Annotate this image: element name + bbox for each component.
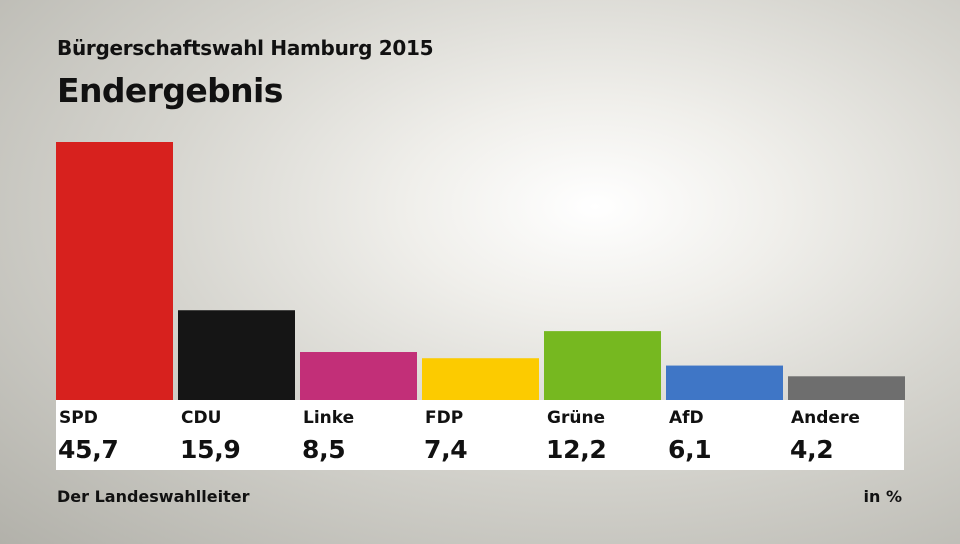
unit-label: in % <box>863 487 902 506</box>
chart-supertitle: Bürgerschaftswahl Hamburg 2015 <box>57 36 434 60</box>
category-cell-fdp: FDP 7,4 <box>422 400 540 470</box>
category-cell-spd: SPD 45,7 <box>56 400 174 470</box>
category-cell-andere: Andere 4,2 <box>788 400 906 470</box>
bar-gruene <box>544 331 661 400</box>
category-label: AfD <box>669 408 704 428</box>
bar-fdp <box>422 358 539 400</box>
value-label: 6,1 <box>668 435 712 464</box>
value-label: 45,7 <box>58 435 119 464</box>
bar-cdu <box>178 310 295 400</box>
category-label: SPD <box>59 408 98 428</box>
bar-afd <box>666 365 783 400</box>
value-label: 7,4 <box>424 435 468 464</box>
category-label: CDU <box>181 408 222 428</box>
bar-andere <box>788 376 905 400</box>
category-label: FDP <box>425 408 464 428</box>
category-cell-cdu: CDU 15,9 <box>178 400 296 470</box>
label-panel: SPD 45,7 CDU 15,9 Linke 8,5 FDP 7,4 Grün… <box>56 400 904 470</box>
category-cell-gruene: Grüne 12,2 <box>544 400 662 470</box>
chart-title: Endergebnis <box>57 71 283 110</box>
value-label: 15,9 <box>180 435 241 464</box>
value-label: 4,2 <box>790 435 834 464</box>
bar-spd <box>56 142 173 400</box>
category-cell-linke: Linke 8,5 <box>300 400 418 470</box>
category-cell-afd: AfD 6,1 <box>666 400 784 470</box>
source-label: Der Landeswahlleiter <box>57 487 250 506</box>
value-label: 8,5 <box>302 435 346 464</box>
category-label: Andere <box>791 408 860 428</box>
bar-linke <box>300 352 417 400</box>
category-label: Grüne <box>547 408 606 428</box>
value-label: 12,2 <box>546 435 607 464</box>
category-label: Linke <box>303 408 355 428</box>
